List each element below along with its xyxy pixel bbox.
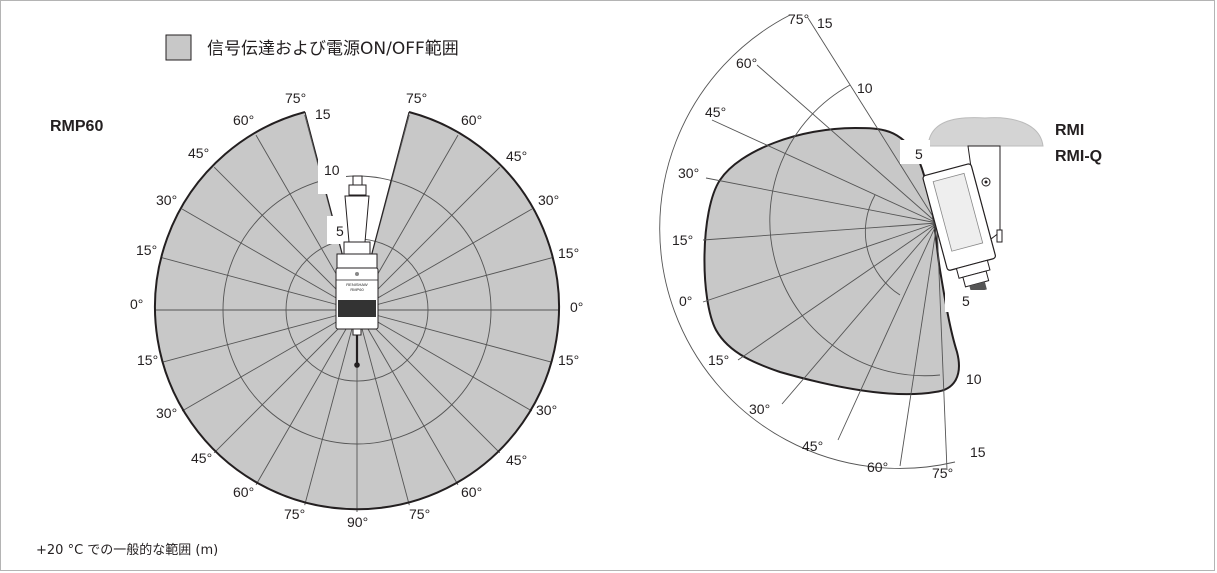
rmi-range-10-lower: 10	[966, 371, 982, 387]
rmp60-angle-tr-15: 15°	[558, 245, 579, 261]
rmi-range-5-upper: 5	[915, 146, 923, 162]
rmp60-spoke	[356, 309, 459, 486]
range-footnote: +20 °C での一般的な範囲 (m)	[36, 542, 218, 558]
rmi-angle-l-45: 45°	[802, 438, 823, 454]
legend-swatch	[165, 34, 192, 61]
rmp60-spoke	[161, 309, 358, 363]
rmi-range-5-lower: 5	[962, 293, 970, 309]
rmp60-angle-tr-60: 60°	[461, 112, 482, 128]
rmi-arc-5m	[864, 194, 901, 296]
rmp60-angle-bl-60: 60°	[233, 484, 254, 500]
rmi-title-line1: RMI	[1055, 122, 1084, 139]
rmp60-angle-tr-45: 45°	[506, 148, 527, 164]
rmp60-angle-br-15: 15°	[558, 352, 579, 368]
rmi-arc-10m	[769, 84, 941, 377]
rmp60-angle-bl-75: 75°	[284, 506, 305, 522]
rmp60-angle-br-75: 75°	[409, 506, 430, 522]
rmp60-spoke	[181, 208, 358, 311]
rmi-spoke	[711, 119, 938, 224]
rmp60-title: RMP60	[50, 118, 103, 135]
rmp60-angle-bl-30: 30°	[156, 405, 177, 421]
rmp60-angle-tr-75: 75°	[406, 90, 427, 106]
rmp60-spoke	[255, 309, 358, 486]
rmi-angle-l-30: 30°	[749, 401, 770, 417]
rmp60-angle-tl-30: 30°	[156, 192, 177, 208]
legend-label: 信号伝達および電源ON/OFF範囲	[207, 39, 459, 59]
rmp60-range-15: 15	[315, 106, 331, 122]
rmi-spoke	[807, 17, 938, 224]
rmp60-angle-br-45: 45°	[506, 452, 527, 468]
rmp60-radial-lines	[155, 114, 559, 512]
rmi-radial-lines	[702, 17, 948, 471]
rmp60-spoke	[356, 309, 410, 506]
rmp60-spoke	[356, 166, 501, 311]
rmi-angle-u-45: 45°	[705, 104, 726, 120]
rmi-spoke	[737, 222, 938, 361]
rmp60-spoke	[356, 257, 553, 311]
rmp60-angle-right-0: 0°	[570, 299, 583, 315]
rmp60-spoke	[161, 257, 358, 311]
rmp60-label-patch-10	[318, 156, 346, 194]
rmp60-angle-br-60: 60°	[461, 484, 482, 500]
rmp60-spoke	[213, 166, 358, 311]
rmi-label-patch-5	[945, 290, 985, 312]
rmi-spoke	[705, 177, 938, 224]
rmi-spoke	[756, 64, 938, 224]
rmi-spoke	[702, 222, 938, 241]
rmi-angle-l-60: 60°	[867, 459, 888, 475]
rmp60-angle-left-0: 0°	[130, 296, 143, 312]
rmi-range-15-upper: 15	[817, 15, 833, 31]
rmp60-spoke	[304, 309, 358, 506]
rmp60-spoke	[181, 309, 358, 412]
rmi-angle-l-75: 75°	[932, 465, 953, 481]
rmp60-spoke	[356, 208, 533, 311]
rmi-angle-l-15: 15°	[708, 352, 729, 368]
rmp60-angle-bl-15: 15°	[137, 352, 158, 368]
rmp60-spoke	[213, 309, 358, 454]
rmi-angle-u-75: 75°	[788, 11, 809, 27]
rmp60-angle-tl-45: 45°	[188, 145, 209, 161]
rmi-interface-illustration	[900, 117, 1044, 312]
probe-model: RMP60	[350, 287, 364, 292]
rmi-label-patch-5-upper	[900, 140, 930, 164]
rmi-spoke	[781, 222, 938, 405]
rmi-range-15-lower: 15	[970, 444, 986, 460]
rmp60-probe-illustration: RENISHAW RMP60	[335, 175, 379, 368]
rmi-arc-15m	[659, 14, 956, 469]
rmi-range-arcs	[659, 14, 956, 469]
rmp60-range-10: 10	[324, 162, 340, 178]
rmi-angle-u-0: 0°	[679, 293, 692, 309]
rmi-spoke	[837, 222, 938, 441]
rmp60-ring-5m	[285, 238, 429, 382]
rmi-range-plot	[659, 14, 960, 471]
rmp60-angle-br-30: 30°	[536, 402, 557, 418]
rmp60-angle-tl-60: 60°	[233, 112, 254, 128]
rmp60-spoke	[356, 309, 501, 454]
rmi-spoke	[702, 222, 938, 303]
rmp60-range-rings	[222, 175, 492, 445]
rmp60-angle-bl-45: 45°	[191, 450, 212, 466]
rmi-angle-u-15: 15°	[672, 232, 693, 248]
rmp60-spoke	[356, 309, 553, 363]
rmi-angle-u-60: 60°	[736, 55, 757, 71]
rmp60-ring-10m	[222, 175, 492, 445]
rmi-range-10-upper: 10	[857, 80, 873, 96]
rmi-spoke	[899, 222, 938, 467]
rmi-spoke	[936, 222, 948, 471]
rmp60-angle-bottom-90: 90°	[347, 514, 368, 530]
rmp60-angle-tl-15: 15°	[136, 242, 157, 258]
rmi-angle-u-30: 30°	[678, 165, 699, 181]
rmi-title-line2: RMI-Q	[1055, 148, 1102, 165]
probe-brand: RENISHAW	[346, 282, 368, 287]
rmp60-angle-tr-30: 30°	[538, 192, 559, 208]
rmp60-spoke	[356, 309, 533, 412]
rmp60-range-5: 5	[336, 223, 344, 239]
rmp60-angle-tl-75: 75°	[285, 90, 306, 106]
rmp60-outer-boundary	[154, 111, 560, 511]
rmi-reception-area	[703, 126, 960, 396]
